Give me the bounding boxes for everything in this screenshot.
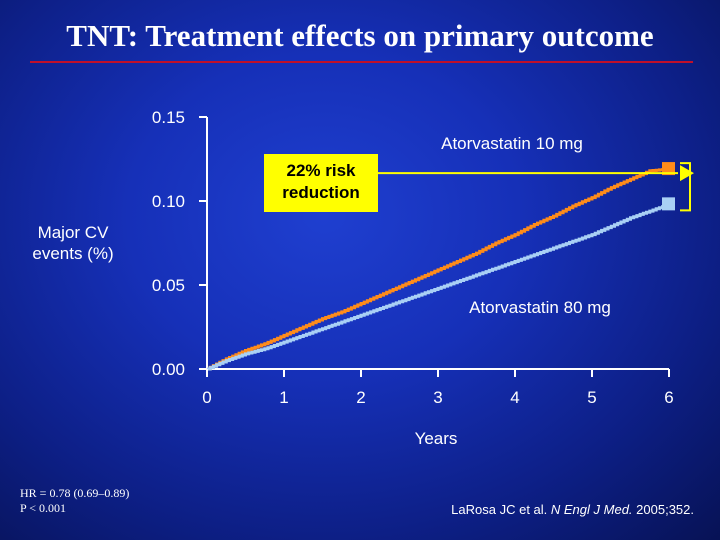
title-divider [30,61,693,63]
x-tick-label: 3 [433,388,442,407]
citation-authors: LaRosa JC et al. [451,502,551,517]
risk-reduction-arrow [378,162,694,212]
x-tick-label: 5 [587,388,596,407]
y-tick-label: 0.15 [152,108,185,127]
y-tick-label: 0.05 [152,276,185,295]
citation: LaRosa JC et al. N Engl J Med. 2005;352. [451,502,694,517]
hr-text: HR = 0.78 (0.69–0.89) [20,486,130,500]
slide-title: TNT: Treatment effects on primary outcom… [66,18,654,53]
series-label-80mg: Atorvastatin 80 mg [469,298,611,317]
x-tick-label: 1 [279,388,288,407]
series-end-marker-10mg [662,162,675,176]
y-tick-label: 0.00 [152,360,185,379]
hazard-ratio-footnote: HR = 0.78 (0.69–0.89) P < 0.001 [20,486,129,516]
x-axis-label: Years [415,429,458,448]
x-tick-label: 2 [356,388,365,407]
series-label-10mg: Atorvastatin 10 mg [441,134,583,153]
arrow-bracket [680,162,691,212]
y-tick-label: 0.10 [152,192,185,211]
callout-line2: reduction [282,183,360,202]
x-tick-label: 0 [202,388,211,407]
series-line-10mg [207,167,671,371]
x-tick-label: 4 [510,388,519,407]
citation-rest: 2005;352. [632,502,694,517]
citation-journal: N Engl J Med. [550,502,633,517]
p-value-text: P < 0.001 [20,501,66,515]
chart-series [207,162,675,371]
y-axis-label-line2: events (%) [32,244,114,263]
y-axis-label: Major CV events (%) [18,222,128,264]
y-axis-label-line1: Major CV [37,223,109,242]
x-tick-label: 6 [664,388,673,407]
callout-line1: 22% risk [286,161,356,180]
arrow-head [680,165,694,182]
chart-ticks: 0.00 0.05 0.10 0.15 0 1 2 3 4 5 6 [152,108,674,407]
series-line-80mg [207,204,671,371]
chart-labels: Atorvastatin 10 mg Atorvastatin 80 mg Ye… [415,134,611,448]
risk-reduction-callout: 22% risk reduction [264,154,378,212]
series-end-marker-80mg [662,197,675,211]
